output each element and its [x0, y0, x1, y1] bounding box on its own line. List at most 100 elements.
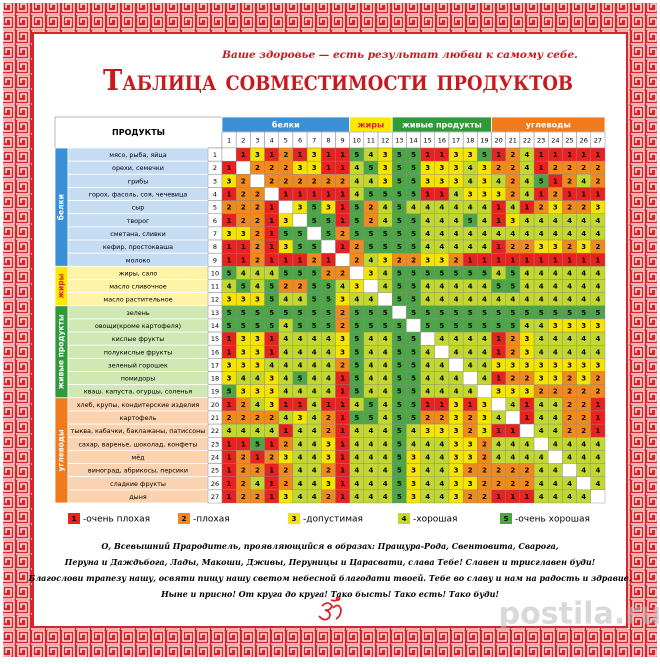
cell-value: 1	[298, 191, 303, 199]
cell-value: 1	[539, 256, 544, 264]
cell-value: 5	[411, 401, 416, 409]
cell-value: 5	[496, 283, 501, 291]
cell-value: 5	[397, 217, 402, 225]
cell-value: 5	[354, 375, 359, 383]
cell-value: 2	[255, 467, 260, 475]
cell-value: 1	[340, 453, 345, 461]
cell-value: 5	[312, 217, 317, 225]
cell-value: 3	[553, 322, 558, 330]
cell-value: 1	[340, 480, 345, 488]
cell-value: 4	[553, 217, 558, 225]
row-name: масло сливочное	[109, 283, 167, 291]
cell-value: 3	[439, 164, 444, 172]
cell-value: 4	[298, 427, 303, 435]
cell-value: 2	[510, 191, 515, 199]
cell-value: 5	[425, 309, 430, 317]
cell-value: 5	[354, 361, 359, 369]
row-number: 14	[211, 322, 219, 330]
cell-value: 4	[510, 204, 515, 212]
cell-value: 2	[283, 440, 288, 448]
cell-value: 2	[241, 480, 246, 488]
cell-value: 2	[241, 204, 246, 212]
cell-value: 4	[354, 427, 359, 435]
cell	[562, 463, 577, 477]
cell-value: 5	[553, 309, 558, 317]
cell-value: 5	[369, 414, 374, 422]
cell-value: 5	[227, 269, 232, 277]
cell-value: 2	[525, 375, 530, 383]
column-number: 17	[452, 137, 460, 145]
cell-value: 4	[595, 467, 600, 475]
row-number: 5	[213, 204, 217, 212]
cell-value: 5	[397, 243, 402, 251]
cell	[292, 213, 308, 228]
legend-value: 1	[72, 515, 77, 523]
cell-value: 4	[369, 427, 374, 435]
cell-value: 4	[439, 204, 444, 212]
cell	[434, 345, 450, 359]
cell-value: 3	[227, 230, 232, 238]
cell-value: 1	[227, 217, 232, 225]
cell-value: 4	[468, 361, 473, 369]
cell-value: 5	[525, 309, 530, 317]
cell-value: 5	[397, 204, 402, 212]
cell-value: 1	[227, 164, 232, 172]
cell-value: 2	[241, 414, 246, 422]
cell-value: 4	[439, 283, 444, 291]
cell-value: 2	[241, 217, 246, 225]
cell-value: 1	[496, 204, 501, 212]
cell-value: 3	[241, 296, 246, 304]
legend-value: 5	[504, 515, 509, 523]
column-number: 16	[438, 137, 446, 145]
cell-value: 4	[269, 427, 274, 435]
cell-value: 2	[269, 177, 274, 185]
cell-value: 3	[454, 401, 459, 409]
cell-value: 1	[227, 348, 232, 356]
cell-value: 2	[496, 467, 501, 475]
cell-value: 3	[425, 256, 430, 264]
cell-value: 4	[298, 467, 303, 475]
cell-value: 5	[269, 309, 274, 317]
column-number: 25	[565, 137, 573, 145]
cell-value: 3	[510, 388, 515, 396]
cell-value: 2	[283, 164, 288, 172]
cell-value: 4	[241, 427, 246, 435]
row-name: сыр	[132, 204, 145, 212]
cell-value: 4	[454, 204, 459, 212]
cell-value: 5	[411, 375, 416, 383]
cell-value: 3	[539, 361, 544, 369]
prayer-line: Перуна и Даждьбога, Лады, Макоши, Дживы,…	[64, 557, 596, 567]
cell-value: 1	[496, 335, 501, 343]
cell-value: 1	[227, 243, 232, 251]
cell-value: 2	[283, 480, 288, 488]
legend-swatch	[178, 513, 190, 524]
cell-value: 1	[539, 164, 544, 172]
cell-value: 1	[539, 151, 544, 159]
cell-value: 4	[326, 375, 331, 383]
cell-value: 2	[340, 322, 345, 330]
cell-value: 5	[439, 269, 444, 277]
cell-value: 4	[539, 401, 544, 409]
cell-value: 5	[298, 375, 303, 383]
cell-value: 3	[454, 480, 459, 488]
cell-value: 4	[283, 388, 288, 396]
cell-value: 5	[482, 151, 487, 159]
cell-value: 3	[553, 204, 558, 212]
cell-value: 3	[425, 427, 430, 435]
cell-value: 4	[383, 427, 388, 435]
cell-value: 5	[312, 322, 317, 330]
cell-value: 5	[326, 296, 331, 304]
cell-value: 5	[411, 388, 416, 396]
cell-value: 4	[269, 361, 274, 369]
cell-value: 3	[326, 204, 331, 212]
cell-value: 4	[312, 401, 317, 409]
cell-value: 2	[539, 388, 544, 396]
cell-value: 5	[397, 283, 402, 291]
cell-value: 5	[425, 269, 430, 277]
column-group-label: углеводы	[526, 121, 571, 130]
row-number: 17	[211, 361, 219, 369]
cell-value: 4	[298, 440, 303, 448]
cell	[349, 266, 365, 280]
cell-value: 4	[454, 348, 459, 356]
cell-value: 4	[595, 269, 600, 277]
